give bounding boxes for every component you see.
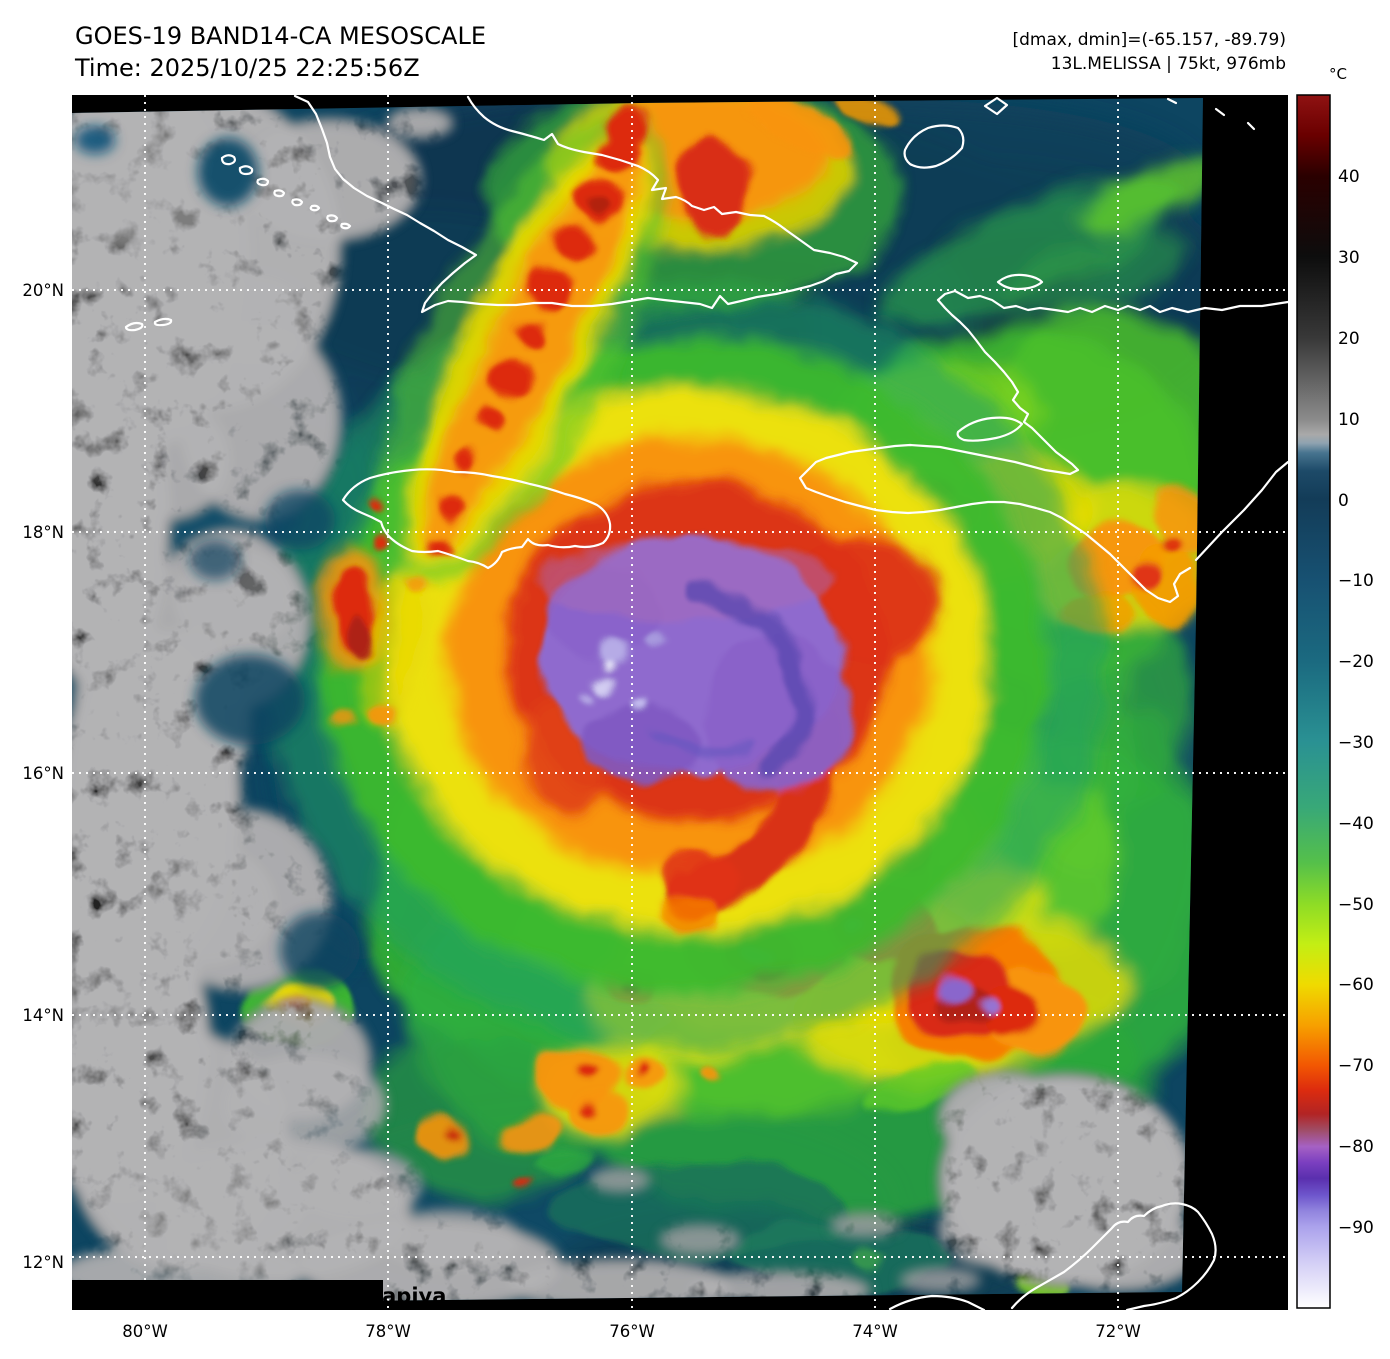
lat-tick-12n: 12°N [22, 1253, 64, 1272]
lat-tick-18n: 18°N [22, 523, 64, 542]
cuba-coastline [293, 94, 859, 314]
satellite-data-layer [72, 98, 1203, 1304]
lat-tick-20n: 20°N [22, 281, 64, 300]
storm-info-readout: 13L.MELISSA | 75kt, 976mb [1051, 54, 1286, 74]
great-inagua-island [903, 124, 965, 169]
coastlines [124, 94, 1290, 1312]
product-time: Time: 2025/10/25 22:25:56Z [74, 54, 420, 82]
little-inagua-island [983, 96, 1009, 116]
tortuga-island [996, 273, 1044, 291]
dmax-dmin-readout: [dmax, dmin]=(-65.157, -89.79) [1013, 30, 1287, 50]
south-america-coast [888, 1294, 986, 1312]
cbar-tick: 0 [1338, 491, 1349, 511]
lon-tick-76w: 76°W [609, 1322, 655, 1341]
product-title: GOES-19 BAND14-CA MESOSCALE [75, 22, 486, 50]
hispaniola-east-coast [1194, 460, 1290, 562]
copyright-bar: Copyright © 2020-2025 Dapiya [72, 1280, 446, 1310]
hispaniola-north-and-gulf [798, 289, 1290, 604]
cbar-tick: −10 [1338, 571, 1374, 591]
cayman-islands [124, 317, 173, 332]
cbar-tick: −90 [1338, 1218, 1374, 1238]
cuba-cays [220, 154, 352, 230]
cbar-tick: −50 [1338, 895, 1374, 915]
cbar-tick: 10 [1338, 410, 1360, 430]
gonave-island [956, 416, 1024, 442]
cbar-tick: −80 [1338, 1137, 1374, 1157]
lat-tick-16n: 16°N [22, 764, 64, 783]
colorbar-unit: °C [1329, 65, 1347, 83]
colorbar: °C 40 30 20 10 0 −10 −20 −30 −40 −50 −60… [1296, 65, 1374, 1309]
lon-tick-78w: 78°W [365, 1322, 411, 1341]
lon-tick-72w: 72°W [1095, 1322, 1141, 1341]
lat-tick-14n: 14°N [22, 1006, 64, 1025]
copyright-text: Copyright © 2020-2025 Dapiya [80, 1284, 446, 1308]
lon-tick-74w: 74°W [852, 1322, 898, 1341]
cbar-tick: −20 [1338, 652, 1374, 672]
hurricane-melissa [265, 98, 1105, 1050]
colorbar-gradient [1296, 94, 1331, 1309]
cbar-tick: −30 [1338, 733, 1374, 753]
jamaica-coastline [341, 468, 612, 570]
warm-gray-clouds [72, 98, 1200, 1304]
gray-field-gaps [75, 126, 360, 988]
cbar-tick: −70 [1338, 1056, 1374, 1076]
lon-axis-labels: 80°W 78°W 76°W 74°W 72°W [122, 1322, 1141, 1341]
colorbar-tick-labels: 40 30 20 10 0 −10 −20 −30 −40 −50 −60 −7… [1338, 167, 1374, 1238]
cbar-tick: 20 [1338, 329, 1360, 349]
cbar-tick: −60 [1338, 975, 1374, 995]
cbar-tick: −40 [1338, 814, 1374, 834]
turks-caicos-cays [1166, 97, 1256, 131]
lat-axis-labels: 20°N 18°N 16°N 14°N 12°N [22, 281, 64, 1272]
cbar-tick: 40 [1338, 167, 1360, 187]
lon-tick-80w: 80°W [122, 1322, 168, 1341]
guajira-peninsula [1010, 1202, 1217, 1312]
cbar-tick: 30 [1338, 248, 1360, 268]
